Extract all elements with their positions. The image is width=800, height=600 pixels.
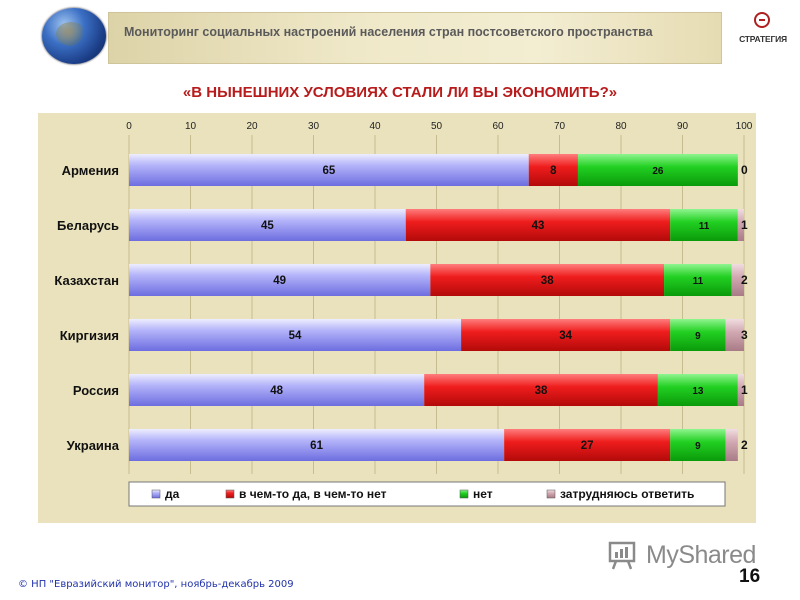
chart-panel: 0 10 20 30 40 50 60 70 80 90 100 Армения 65 8 26 0 Белар… [38,113,756,523]
copyright-footer: © НП "Евразийский монитор", ноябрь-декаб… [18,579,294,590]
x-tick-label: 50 [431,121,443,132]
bar-segment [725,319,744,351]
legend-label: нет [473,487,493,501]
strategy-logo: СТРАТЕГИЯ [735,12,791,52]
bar-segment [731,264,744,296]
bar-segment [670,429,726,461]
data-label: 61 [310,440,323,452]
category-label: Беларусь [57,218,119,233]
x-tick-label: 60 [492,121,504,132]
legend-swatch [546,489,556,499]
bar-segment [670,319,726,351]
data-label: 54 [289,330,302,342]
data-label: 38 [535,385,548,397]
chart-title: «В НЫНЕШНИХ УСЛОВИЯХ СТАЛИ ЛИ ВЫ ЭКОНОМИ… [182,84,618,101]
bar-segment [430,264,665,296]
data-label: 11 [699,221,710,232]
data-label: 11 [693,276,704,287]
x-tick-label: 80 [615,121,627,132]
bar-segment [670,209,738,241]
bar-segment [657,374,738,406]
legend-label: затрудняюсь ответить [560,487,694,501]
bar-segment [577,154,738,186]
data-label: 43 [532,220,545,232]
bar-segment [664,264,732,296]
myshared-watermark: MyShared [608,540,768,574]
data-label: 2 [741,273,748,287]
category-label: Армения [62,163,119,178]
bar-segment [129,319,462,351]
bar-segment [528,154,578,186]
data-label: 65 [322,165,335,177]
logo-text: СТРАТЕГИЯ [739,34,787,44]
data-label: 45 [261,220,274,232]
x-tick-label: 40 [369,121,381,132]
bar-segment [129,429,505,461]
page-number: 16 [739,566,761,587]
data-label: 34 [559,330,572,342]
data-label: 3 [741,328,748,342]
bar-segment [424,374,658,406]
x-tick-label: 10 [185,121,197,132]
legend-label: да [165,487,180,501]
header-band [108,12,722,64]
stacked-bar-chart: 0 10 20 30 40 50 60 70 80 90 100 Армения 65 8 26 0 Белар… [54,121,753,507]
data-label: 8 [550,165,557,177]
data-label: 9 [695,331,701,342]
bar-segment [405,209,671,241]
data-label: 2 [741,438,748,452]
x-tick-label: 20 [246,121,258,132]
logo-circle-icon [754,12,770,28]
data-label: 9 [695,441,701,452]
data-label: 26 [652,166,664,177]
data-label: 0 [741,163,748,177]
bar-segment [461,319,671,351]
legend-swatch [225,489,235,499]
category-label: Киргизия [60,328,119,343]
bar-segment [129,264,431,296]
category-label: Россия [73,383,119,398]
category-label: Казахстан [54,273,119,288]
x-tick-label: 90 [677,121,689,132]
legend-label: в чем-то да, в чем-то нет [239,487,387,501]
presentation-board-icon [608,541,636,570]
bar-segment [504,429,671,461]
x-tick-label: 30 [308,121,320,132]
x-tick-label: 0 [126,121,132,132]
data-label: 48 [270,385,283,397]
x-tick-label: 100 [736,121,753,132]
data-label: 27 [581,440,594,452]
legend-swatch [151,489,161,499]
globe-logo [42,8,106,64]
data-label: 38 [541,275,554,287]
data-label: 49 [273,275,286,287]
bar-segment [129,209,406,241]
legend-swatch [459,489,469,499]
header-title: Мониторинг социальных настроений населен… [124,25,653,39]
bar-segment [737,374,744,406]
category-label: Украина [67,438,120,453]
bar-segment [737,209,744,241]
x-tick-label: 70 [554,121,566,132]
data-label: 13 [692,386,704,397]
bar-segment [129,374,425,406]
bar-segment [725,429,738,461]
watermark-text: MyShared [646,541,756,569]
data-label: 1 [741,218,748,232]
data-label: 1 [741,383,748,397]
bar-segment [129,154,529,186]
